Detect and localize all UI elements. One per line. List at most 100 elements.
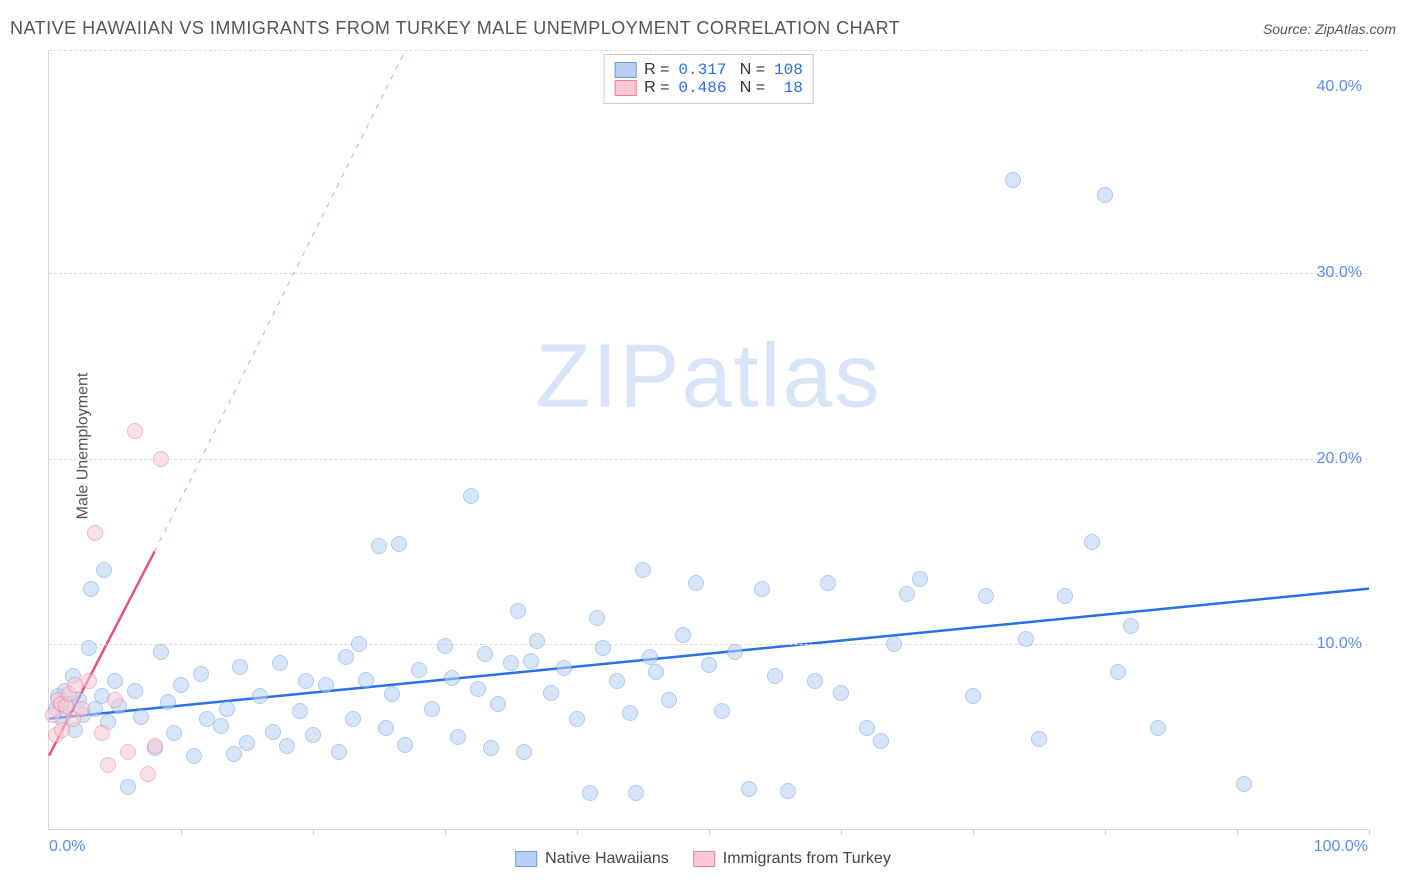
data-point: [470, 681, 486, 697]
data-point: [978, 588, 994, 604]
legend-swatch: [515, 851, 537, 867]
data-point: [81, 673, 97, 689]
watermark: ZIPatlas: [535, 326, 881, 429]
data-point: [510, 603, 526, 619]
scatter-plot: ZIPatlas R = 0.317 N = 108R = 0.486 N = …: [48, 50, 1368, 830]
x-tick: [181, 829, 182, 835]
data-point: [345, 711, 361, 727]
data-point: [87, 525, 103, 541]
data-point: [298, 673, 314, 689]
data-point: [767, 668, 783, 684]
data-point: [912, 571, 928, 587]
y-tick-label: 40.0%: [1317, 78, 1362, 96]
data-point: [741, 781, 757, 797]
trend-line: [49, 589, 1369, 719]
data-point: [727, 644, 743, 660]
data-point: [305, 727, 321, 743]
gridline: [49, 644, 1368, 645]
data-point: [120, 744, 136, 760]
data-point: [516, 744, 532, 760]
source-label: Source: ZipAtlas.com: [1263, 21, 1396, 37]
data-point: [582, 785, 598, 801]
data-point: [378, 720, 394, 736]
data-point: [965, 688, 981, 704]
trend-lines: [49, 50, 1368, 829]
data-point: [226, 746, 242, 762]
x-tick: [1105, 829, 1106, 835]
data-point: [701, 657, 717, 673]
data-point: [859, 720, 875, 736]
data-point: [81, 640, 97, 656]
data-point: [1097, 187, 1113, 203]
x-tick: [973, 829, 974, 835]
data-point: [754, 581, 770, 597]
data-point: [1110, 664, 1126, 680]
data-point: [886, 636, 902, 652]
series-legend-item: Immigrants from Turkey: [693, 850, 891, 868]
x-tick: [709, 829, 710, 835]
data-point: [1123, 618, 1139, 634]
data-point: [1018, 631, 1034, 647]
data-point: [622, 705, 638, 721]
y-tick-label: 30.0%: [1317, 264, 1362, 282]
data-point: [100, 757, 116, 773]
x-tick: [577, 829, 578, 835]
data-point: [1150, 720, 1166, 736]
gridline: [49, 273, 1368, 274]
data-point: [424, 701, 440, 717]
gridline: [49, 459, 1368, 460]
data-point: [780, 783, 796, 799]
x-tick: [1369, 829, 1370, 835]
data-point: [397, 737, 413, 753]
x-tick: [445, 829, 446, 835]
data-point: [173, 677, 189, 693]
data-point: [820, 575, 836, 591]
data-point: [265, 724, 281, 740]
data-point: [133, 709, 149, 725]
data-point: [1057, 588, 1073, 604]
x-tick-label: 0.0%: [49, 838, 85, 856]
data-point: [529, 633, 545, 649]
data-point: [94, 725, 110, 741]
data-point: [292, 703, 308, 719]
data-point: [279, 738, 295, 754]
series-legend-label: Immigrants from Turkey: [723, 850, 891, 868]
series-legend-label: Native Hawaiians: [545, 850, 669, 868]
legend-swatch: [614, 62, 636, 78]
data-point: [351, 636, 367, 652]
data-point: [127, 423, 143, 439]
data-point: [899, 586, 915, 602]
data-point: [338, 649, 354, 665]
data-point: [219, 701, 235, 717]
data-point: [120, 779, 136, 795]
data-point: [833, 685, 849, 701]
data-point: [648, 664, 664, 680]
data-point: [160, 694, 176, 710]
data-point: [1236, 776, 1252, 792]
legend-swatch: [693, 851, 715, 867]
data-point: [490, 696, 506, 712]
gridline: [49, 50, 1368, 51]
data-point: [675, 627, 691, 643]
data-point: [450, 729, 466, 745]
data-point: [358, 672, 374, 688]
data-point: [1084, 534, 1100, 550]
legend-swatch: [614, 80, 636, 96]
y-tick-label: 20.0%: [1317, 450, 1362, 468]
data-point: [384, 686, 400, 702]
series-legend: Native Hawaiians Immigrants from Turkey: [515, 836, 891, 882]
data-point: [635, 562, 651, 578]
data-point: [1005, 172, 1021, 188]
x-tick: [1237, 829, 1238, 835]
correlation-legend-row: R = 0.486 N = 18: [614, 79, 803, 97]
data-point: [107, 692, 123, 708]
correlation-legend-row: R = 0.317 N = 108: [614, 61, 803, 79]
data-point: [661, 692, 677, 708]
data-point: [140, 766, 156, 782]
data-point: [107, 673, 123, 689]
title-bar: NATIVE HAWAIIAN VS IMMIGRANTS FROM TURKE…: [10, 18, 1396, 39]
data-point: [589, 610, 605, 626]
data-point: [252, 688, 268, 704]
data-point: [193, 666, 209, 682]
data-point: [74, 701, 90, 717]
